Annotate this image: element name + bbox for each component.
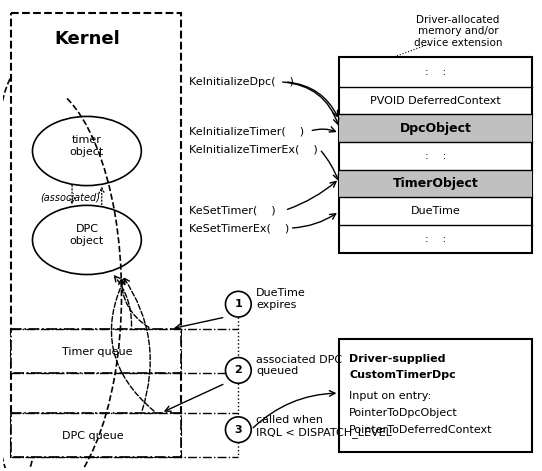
Text: :    :: : : [425,151,447,161]
Text: CustomTimerDpc: CustomTimerDpc [349,370,456,381]
Bar [339,339,532,453]
Text: Driver-supplied: Driver-supplied [349,354,446,364]
Text: KeInitializeDpc(    ): KeInitializeDpc( ) [189,77,294,87]
Circle shape [225,357,251,383]
Bar [339,114,532,142]
Text: PointerToDpcObject: PointerToDpcObject [349,408,458,418]
Text: KeInitializeTimer(    ): KeInitializeTimer( ) [189,126,304,136]
Text: :    :: : : [425,67,447,77]
FancyArrowPatch shape [69,186,75,203]
Text: Timer queue: Timer queue [62,347,133,357]
Text: 3: 3 [235,425,242,435]
FancyArrowPatch shape [312,127,335,132]
FancyArrowPatch shape [112,278,154,411]
Text: associated DPC
queued: associated DPC queued [256,355,343,376]
Bar [339,57,532,253]
Ellipse shape [33,205,141,275]
FancyArrowPatch shape [119,279,149,327]
Text: PointerToDeferredContext: PointerToDeferredContext [349,425,493,435]
Text: TimerObject: TimerObject [393,177,479,190]
Bar [339,170,532,197]
Text: KeSetTimerEx(    ): KeSetTimerEx( ) [189,223,289,233]
Text: DueTime: DueTime [411,206,461,216]
Text: DpcObject: DpcObject [400,122,472,135]
FancyArrowPatch shape [321,151,339,179]
Circle shape [225,417,251,443]
Text: 1: 1 [235,299,242,309]
Text: DPC
object: DPC object [70,224,104,246]
Bar [11,329,181,374]
FancyArrowPatch shape [124,278,150,410]
Bar [11,413,181,457]
FancyArrowPatch shape [165,384,223,411]
FancyArrowPatch shape [175,317,223,330]
Circle shape [225,292,251,317]
Text: 2: 2 [235,365,242,375]
FancyArrowPatch shape [293,214,335,228]
Text: KeSetTimer(    ): KeSetTimer( ) [189,205,275,215]
FancyArrowPatch shape [99,188,105,204]
Text: PVOID DeferredContext: PVOID DeferredContext [370,96,501,106]
Text: Kernel: Kernel [54,31,120,49]
Text: DPC queue: DPC queue [62,430,124,440]
Text: :    :: : : [425,234,447,244]
FancyArrowPatch shape [253,390,335,428]
Text: DueTime
expires: DueTime expires [256,288,306,310]
Text: called when
IRQL < DISPATCH_LEVEL: called when IRQL < DISPATCH_LEVEL [256,415,392,438]
Text: Input on entry:: Input on entry: [349,391,431,401]
Text: (associated): (associated) [41,193,100,203]
FancyArrowPatch shape [283,82,339,124]
Text: timer
object: timer object [70,135,104,157]
Bar [11,13,181,457]
FancyArrowPatch shape [114,276,132,326]
Text: Driver-allocated
memory and/or
device extension: Driver-allocated memory and/or device ex… [414,15,502,48]
Text: KeInitializeTimerEx(    ): KeInitializeTimerEx( ) [189,144,318,154]
Ellipse shape [33,116,141,186]
FancyArrowPatch shape [287,181,336,210]
